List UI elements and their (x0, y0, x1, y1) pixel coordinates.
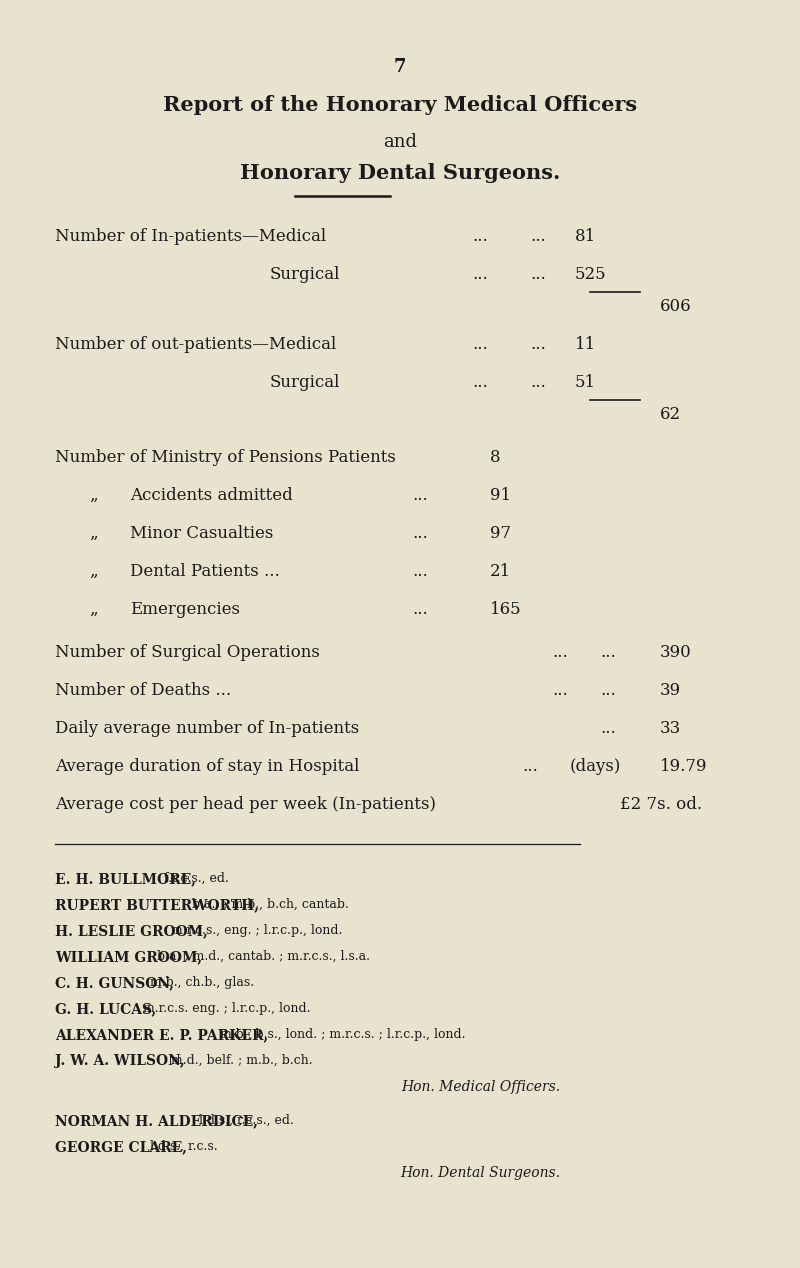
Text: 19.79: 19.79 (660, 758, 707, 775)
Text: ...: ... (552, 682, 568, 699)
Text: ...: ... (600, 644, 616, 661)
Text: NORMAN H. ALDERDICE,: NORMAN H. ALDERDICE, (55, 1115, 258, 1129)
Text: b.a. ; m.d., cantab. ; m.r.c.s., l.s.a.: b.a. ; m.d., cantab. ; m.r.c.s., l.s.a. (153, 950, 370, 962)
Text: GEORGE CLARE,: GEORGE CLARE, (55, 1140, 187, 1154)
Text: l.d.s., r.c.s., ed.: l.d.s., r.c.s., ed. (195, 1115, 294, 1127)
Text: „: „ (90, 601, 115, 618)
Text: ...: ... (530, 336, 546, 353)
Text: ...: ... (412, 601, 428, 618)
Text: 390: 390 (660, 644, 692, 661)
Text: Accidents admitted: Accidents admitted (130, 487, 293, 503)
Text: 62: 62 (660, 406, 681, 424)
Text: ...: ... (530, 266, 546, 283)
Text: 8: 8 (490, 449, 501, 467)
Text: f.r.c.s., ed.: f.r.c.s., ed. (160, 872, 229, 885)
Text: 165: 165 (490, 601, 522, 618)
Text: J. W. A. WILSON,: J. W. A. WILSON, (55, 1054, 185, 1068)
Text: H. LESLIE GROOM,: H. LESLIE GROOM, (55, 924, 208, 938)
Text: Average duration of stay in Hospital: Average duration of stay in Hospital (55, 758, 359, 775)
Text: 39: 39 (660, 682, 681, 699)
Text: ...: ... (522, 758, 538, 775)
Text: m.b., b.s., lond. ; m.r.c.s. ; l.r.c.p., lond.: m.b., b.s., lond. ; m.r.c.s. ; l.r.c.p.,… (216, 1028, 466, 1041)
Text: Surgical: Surgical (270, 374, 340, 391)
Text: RUPERT BUTTERWORTH,: RUPERT BUTTERWORTH, (55, 898, 259, 912)
Text: m.b., ch.b., glas.: m.b., ch.b., glas. (146, 976, 254, 989)
Text: G. H. LUCAS,: G. H. LUCAS, (55, 1002, 156, 1016)
Text: WILLIAM GROOM,: WILLIAM GROOM, (55, 950, 202, 964)
Text: 81: 81 (575, 228, 596, 245)
Text: Hon. Medical Officers.: Hon. Medical Officers. (401, 1080, 560, 1094)
Text: Hon. Dental Surgeons.: Hon. Dental Surgeons. (400, 1167, 560, 1181)
Text: 7: 7 (394, 58, 406, 76)
Text: ...: ... (412, 563, 428, 579)
Text: ...: ... (552, 644, 568, 661)
Text: ...: ... (472, 228, 488, 245)
Text: Report of the Honorary Medical Officers: Report of the Honorary Medical Officers (163, 95, 637, 115)
Text: Number of out-patients—Medical: Number of out-patients—Medical (55, 336, 336, 353)
Text: ...: ... (530, 228, 546, 245)
Text: m.d., belf. ; m.b., b.ch.: m.d., belf. ; m.b., b.ch. (167, 1054, 313, 1066)
Text: 91: 91 (490, 487, 511, 503)
Text: b.a., ; m.b., b.ch, cantab.: b.a., ; m.b., b.ch, cantab. (188, 898, 349, 910)
Text: 606: 606 (660, 298, 692, 314)
Text: ...: ... (412, 525, 428, 541)
Text: Number of In-patients—Medical: Number of In-patients—Medical (55, 228, 326, 245)
Text: ...: ... (472, 336, 488, 353)
Text: 525: 525 (575, 266, 606, 283)
Text: „: „ (90, 525, 115, 541)
Text: 97: 97 (490, 525, 511, 541)
Text: C. H. GUNSON,: C. H. GUNSON, (55, 976, 174, 990)
Text: „: „ (90, 487, 115, 503)
Text: Daily average number of In-patients: Daily average number of In-patients (55, 720, 359, 737)
Text: 21: 21 (490, 563, 511, 579)
Text: and: and (383, 133, 417, 151)
Text: E. H. BULLMORE,: E. H. BULLMORE, (55, 872, 196, 886)
Text: 11: 11 (575, 336, 596, 353)
Text: „: „ (90, 563, 115, 579)
Text: ...: ... (530, 374, 546, 391)
Text: Average cost per head per week (In-patients): Average cost per head per week (In-patie… (55, 796, 436, 813)
Text: m.r.c.s. eng. ; l.r.c.p., lond.: m.r.c.s. eng. ; l.r.c.p., lond. (139, 1002, 310, 1014)
Text: Minor Casualties: Minor Casualties (130, 525, 274, 541)
Text: Surgical: Surgical (270, 266, 340, 283)
Text: ...: ... (600, 720, 616, 737)
Text: £2 7s. od.: £2 7s. od. (620, 796, 702, 813)
Text: 51: 51 (575, 374, 596, 391)
Text: l.d.s., r.c.s.: l.d.s., r.c.s. (146, 1140, 218, 1153)
Text: ...: ... (472, 374, 488, 391)
Text: ...: ... (600, 682, 616, 699)
Text: m.r.c.s., eng. ; l.r.c.p., lond.: m.r.c.s., eng. ; l.r.c.p., lond. (167, 924, 342, 937)
Text: Honorary Dental Surgeons.: Honorary Dental Surgeons. (240, 164, 560, 183)
Text: 33: 33 (660, 720, 682, 737)
Text: Number of Deaths ...: Number of Deaths ... (55, 682, 231, 699)
Text: (days): (days) (570, 758, 622, 775)
Text: ...: ... (472, 266, 488, 283)
Text: Emergencies: Emergencies (130, 601, 240, 618)
Text: ...: ... (412, 487, 428, 503)
Text: Dental Patients ...: Dental Patients ... (130, 563, 280, 579)
Text: Number of Surgical Operations: Number of Surgical Operations (55, 644, 320, 661)
Text: ALEXANDER E. P. PARKER,: ALEXANDER E. P. PARKER, (55, 1028, 268, 1042)
Text: Number of Ministry of Pensions Patients: Number of Ministry of Pensions Patients (55, 449, 396, 467)
